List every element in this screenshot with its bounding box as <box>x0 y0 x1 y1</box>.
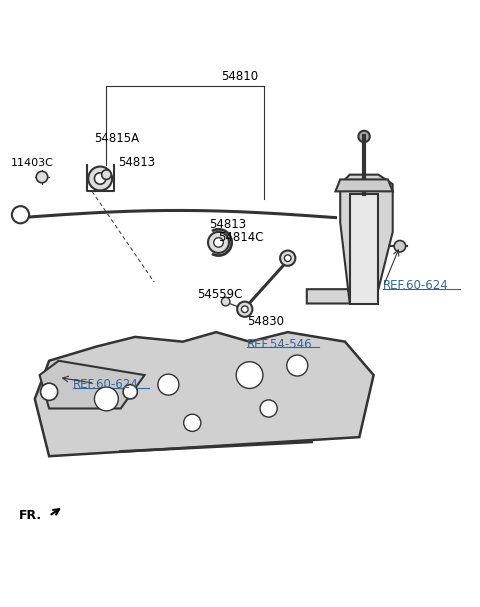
Text: 54559C: 54559C <box>197 288 242 302</box>
Circle shape <box>221 297 230 306</box>
Circle shape <box>40 383 58 401</box>
Circle shape <box>95 387 118 411</box>
Circle shape <box>260 400 277 417</box>
Text: REF.54-546: REF.54-546 <box>247 337 313 351</box>
Circle shape <box>236 362 263 388</box>
Circle shape <box>287 355 308 376</box>
Circle shape <box>184 414 201 432</box>
Text: 54815A: 54815A <box>95 132 140 145</box>
Circle shape <box>102 170 111 180</box>
Circle shape <box>284 255 291 262</box>
Circle shape <box>95 173 106 184</box>
Circle shape <box>158 374 179 395</box>
Circle shape <box>241 306 248 313</box>
Polygon shape <box>307 175 393 304</box>
Circle shape <box>394 240 406 252</box>
Text: 54810: 54810 <box>221 70 259 83</box>
Circle shape <box>208 232 229 253</box>
Text: 54830: 54830 <box>247 315 284 328</box>
Text: REF.60-624: REF.60-624 <box>73 378 139 391</box>
Text: 11403C: 11403C <box>11 158 54 168</box>
Circle shape <box>123 385 137 399</box>
Polygon shape <box>336 180 393 191</box>
Circle shape <box>359 131 370 142</box>
Text: FR.: FR. <box>18 509 42 523</box>
Circle shape <box>88 166 112 191</box>
Polygon shape <box>350 194 378 304</box>
Circle shape <box>12 206 29 223</box>
Polygon shape <box>35 332 373 456</box>
Circle shape <box>237 302 252 317</box>
Circle shape <box>36 171 48 183</box>
Text: 54814C: 54814C <box>218 231 264 244</box>
Text: REF.60-624: REF.60-624 <box>383 279 449 292</box>
Circle shape <box>214 238 223 247</box>
Polygon shape <box>39 361 144 409</box>
Text: 54813: 54813 <box>209 219 246 231</box>
Text: 54813: 54813 <box>118 156 156 169</box>
Circle shape <box>280 251 295 266</box>
